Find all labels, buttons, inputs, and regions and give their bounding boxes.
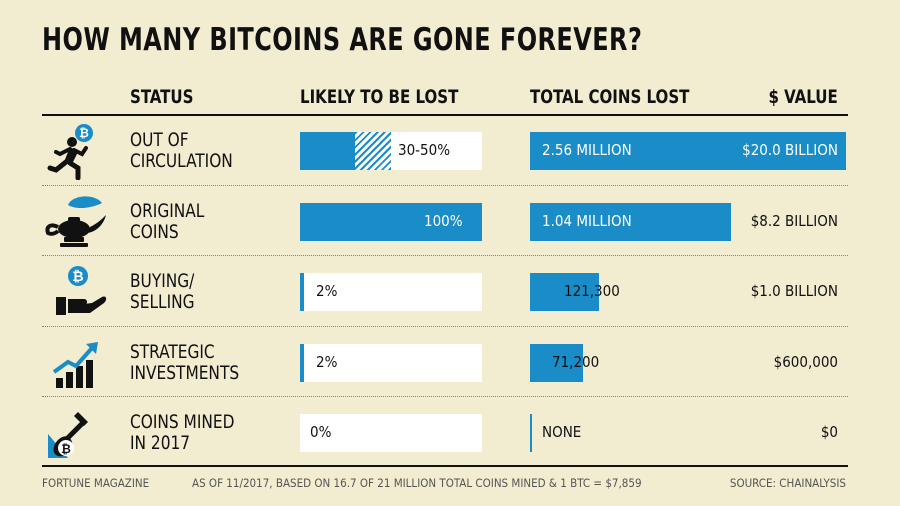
hand-bitcoin-icon: ₿ <box>56 266 107 315</box>
header-status: STATUS <box>130 86 194 108</box>
shovel-bitcoin-icon: ₿ <box>48 412 88 458</box>
value-label: $0 <box>820 423 838 441</box>
likely-lost-fill <box>300 132 355 170</box>
row-divider <box>42 326 848 327</box>
coins-lost-label: 71,200 <box>552 353 600 371</box>
coins-lost-bar <box>530 203 731 241</box>
footer-rule <box>42 465 848 467</box>
row-divider <box>42 185 848 186</box>
coins-lost-label: 1.04 MILLION <box>542 212 632 230</box>
likely-lost-bar: 30-50% <box>300 132 482 170</box>
svg-text:₿: ₿ <box>79 126 89 140</box>
likely-lost-fill <box>300 344 304 382</box>
likely-lost-fill <box>300 273 304 311</box>
table-row: ORIGINAL COINS 100% 1.04 MILLION $8.2 BI… <box>0 187 900 257</box>
footer-source: SOURCE: CHAINALYSIS <box>729 476 846 490</box>
coins-lost-bar <box>530 344 583 382</box>
svg-text:₿: ₿ <box>61 442 71 456</box>
likely-lost-fill <box>300 203 482 241</box>
genie-lamp-icon <box>45 196 106 247</box>
likely-lost-label: 2% <box>316 282 338 300</box>
table-row: ₿ BUYING/ SELLING 2% 121,300 $1.0 BILLIO… <box>0 257 900 327</box>
likely-lost-range <box>355 132 391 170</box>
status-label: OUT OF CIRCULATION <box>130 129 233 172</box>
header-dollar-value: $ VALUE <box>768 86 838 108</box>
likely-lost-label: 30-50% <box>398 141 451 159</box>
header-total-coins-lost: TOTAL COINS LOST <box>530 86 690 108</box>
coins-lost-label: 121,300 <box>564 282 620 300</box>
row-divider <box>42 396 848 397</box>
likely-lost-label: 100% <box>424 212 463 230</box>
running-man-bitcoin-icon: ₿ <box>47 124 93 180</box>
coins-lost-bar <box>530 132 846 170</box>
likely-lost-bar: 2% <box>300 344 482 382</box>
likely-lost-bar: 0% <box>300 414 482 452</box>
coins-lost-bar <box>530 414 532 452</box>
status-label: BUYING/ SELLING <box>130 270 195 313</box>
value-label: $20.0 BILLION <box>742 141 838 159</box>
row-divider <box>42 255 848 256</box>
page-title: HOW MANY BITCOINS ARE GONE FOREVER? <box>42 22 643 58</box>
footer-note: AS OF 11/2017, BASED ON 16.7 OF 21 MILLI… <box>192 476 642 490</box>
value-label: $1.0 BILLION <box>750 282 838 300</box>
svg-text:₿: ₿ <box>72 269 83 285</box>
table-row: STRATEGIC INVESTMENTS 2% 71,200 $600,000 <box>0 328 900 398</box>
coins-lost-bar <box>530 273 599 311</box>
likely-lost-bar: 100% <box>300 203 482 241</box>
status-label: ORIGINAL COINS <box>130 200 205 243</box>
header-likely-lost: LIKELY TO BE LOST <box>300 86 459 108</box>
coins-lost-label: 2.56 MILLION <box>542 141 632 159</box>
table-row: ₿ COINS MINED IN 2017 0% NONE $0 <box>0 398 900 468</box>
status-label: COINS MINED IN 2017 <box>130 411 235 454</box>
table-row: ₿ OUT OF CIRCULATION 30-50% 2.56 MILLION… <box>0 116 900 186</box>
likely-lost-label: 2% <box>316 353 338 371</box>
likely-lost-bar: 2% <box>300 273 482 311</box>
status-label: STRATEGIC INVESTMENTS <box>130 341 240 384</box>
header-rule <box>42 114 848 116</box>
growth-chart-icon <box>52 342 98 388</box>
likely-lost-label: 0% <box>310 423 332 441</box>
value-label: $600,000 <box>773 353 838 371</box>
coins-lost-label: NONE <box>542 423 582 441</box>
value-label: $8.2 BILLION <box>750 212 838 230</box>
footer-publisher: FORTUNE MAGAZINE <box>42 476 150 490</box>
